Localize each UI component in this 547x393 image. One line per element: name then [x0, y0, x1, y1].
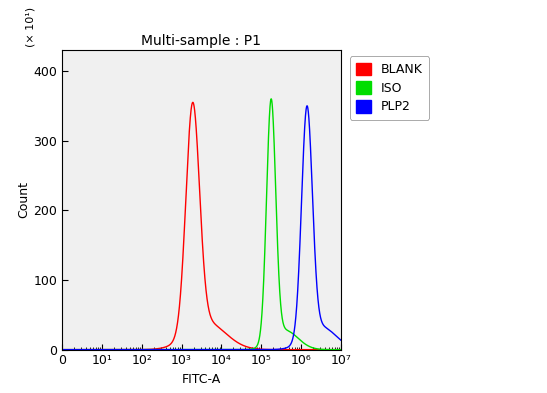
Title: Multi-sample : P1: Multi-sample : P1	[142, 33, 261, 48]
Text: (× 10¹): (× 10¹)	[26, 7, 36, 47]
Y-axis label: Count: Count	[18, 181, 31, 219]
Legend: BLANK, ISO, PLP2: BLANK, ISO, PLP2	[350, 56, 429, 120]
X-axis label: FITC-A: FITC-A	[182, 373, 221, 386]
